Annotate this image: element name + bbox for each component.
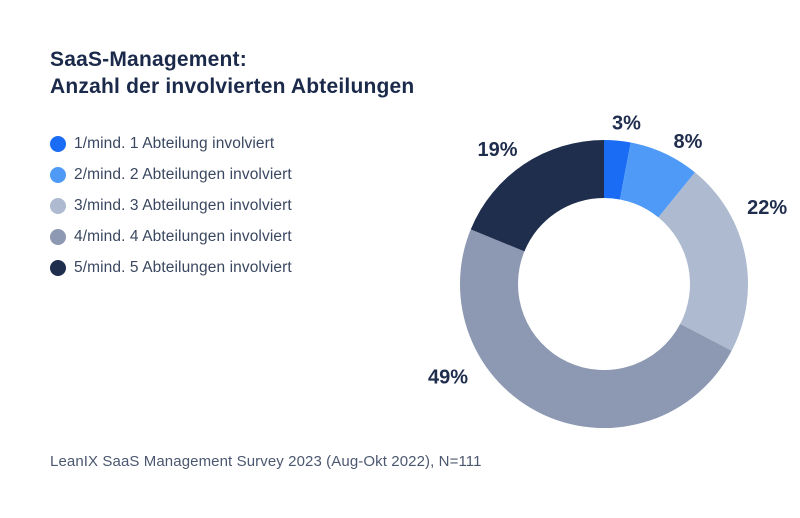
percent-label-2: 8% bbox=[674, 131, 703, 153]
legend-item-2: 2/mind. 2 Abteilungen involviert bbox=[50, 166, 292, 183]
legend-item-label: 1/mind. 1 Abteilung involviert bbox=[74, 135, 275, 152]
percent-label-5: 19% bbox=[477, 139, 517, 161]
donut-slice-3 bbox=[658, 172, 749, 351]
page-title-line2: Anzahl der involvierten Abteilungen bbox=[50, 75, 415, 98]
percent-label-1: 3% bbox=[612, 113, 641, 135]
legend-item-3: 3/mind. 3 Abteilungen involviert bbox=[50, 197, 292, 214]
page-title: SaaS-Management: Anzahl der involvierten… bbox=[50, 46, 414, 100]
donut-slice-1 bbox=[604, 140, 631, 200]
legend-item-4: 4/mind. 4 Abteilungen involviert bbox=[50, 228, 292, 245]
page-title-line1: SaaS-Management: bbox=[50, 48, 247, 71]
donut-slice-2 bbox=[619, 142, 696, 218]
source-note: LeanIX SaaS Management Survey 2023 (Aug-… bbox=[50, 453, 482, 470]
donut-chart: 3% 8% 22% 49% 19% bbox=[428, 113, 787, 429]
legend-item-1: 1/mind. 1 Abteilung involviert bbox=[50, 135, 292, 152]
donut-slice-4 bbox=[459, 229, 732, 429]
legend-dot-icon bbox=[50, 260, 66, 276]
legend-item-label: 3/mind. 3 Abteilungen involviert bbox=[74, 197, 292, 214]
legend-item-label: 5/mind. 5 Abteilungen involviert bbox=[74, 259, 292, 276]
legend-item-label: 4/mind. 4 Abteilungen involviert bbox=[74, 228, 292, 245]
legend-dot-icon bbox=[50, 136, 66, 152]
legend-item-5: 5/mind. 5 Abteilungen involviert bbox=[50, 259, 292, 276]
percent-label-4: 49% bbox=[428, 367, 468, 389]
legend: 1/mind. 1 Abteilung involviert 2/mind. 2… bbox=[50, 135, 292, 291]
legend-dot-icon bbox=[50, 167, 66, 183]
legend-item-label: 2/mind. 2 Abteilungen involviert bbox=[74, 166, 292, 183]
legend-dot-icon bbox=[50, 229, 66, 245]
legend-dot-icon bbox=[50, 198, 66, 214]
percent-label-3: 22% bbox=[747, 197, 787, 219]
donut-slice-5 bbox=[470, 140, 604, 252]
